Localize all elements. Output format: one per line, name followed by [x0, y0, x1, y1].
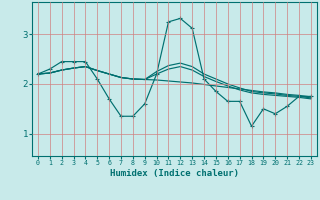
X-axis label: Humidex (Indice chaleur): Humidex (Indice chaleur)	[110, 169, 239, 178]
